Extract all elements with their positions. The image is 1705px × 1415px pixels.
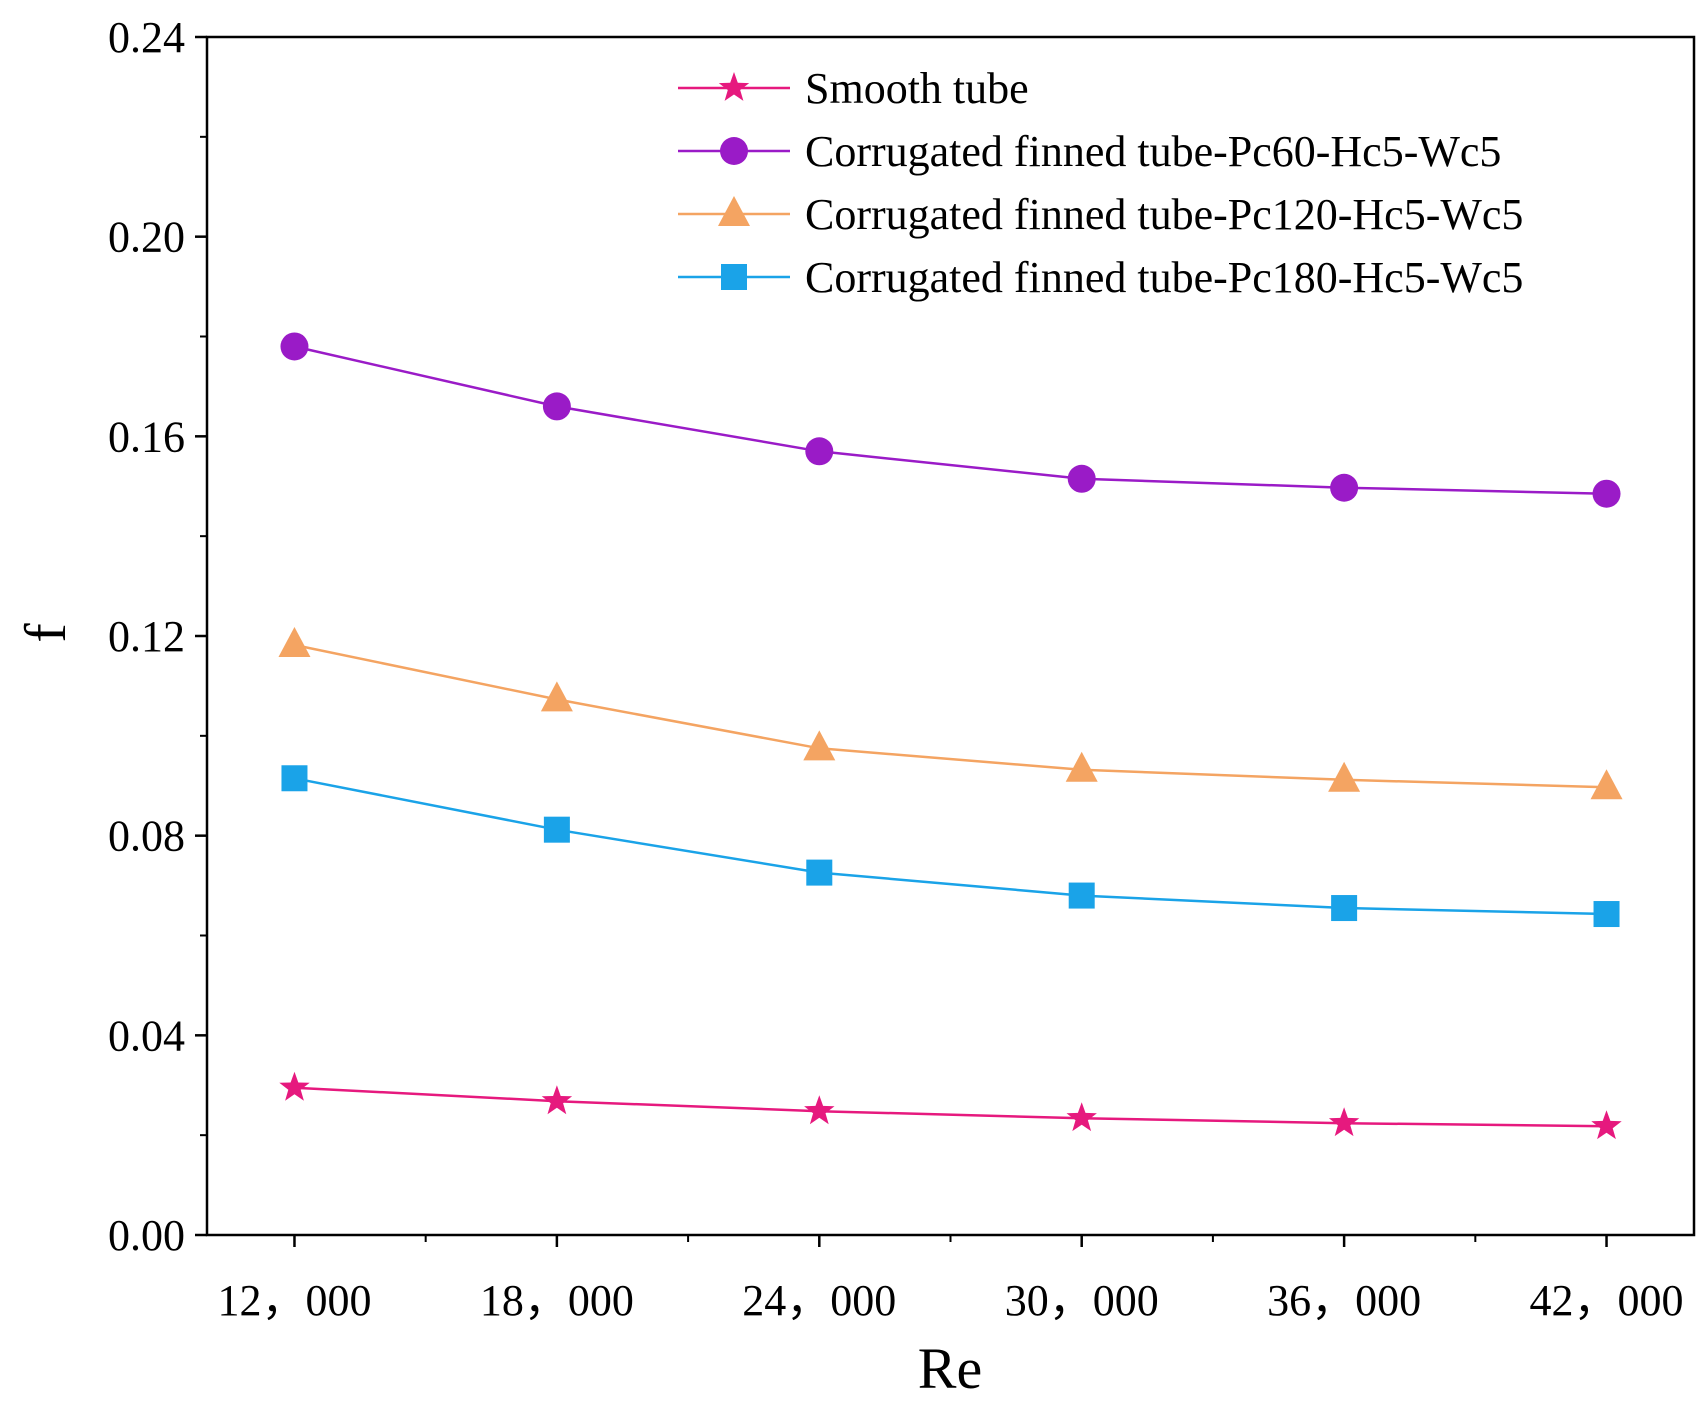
data-point-triangle — [540, 681, 573, 712]
legend-entry: Corrugated finned tube-Pc120-Hc5-Wc5 — [678, 190, 1523, 239]
legend-marker-triangle — [718, 196, 750, 226]
series-2 — [280, 332, 1621, 508]
data-point-star — [1328, 1107, 1360, 1137]
series-line — [294, 1086, 1607, 1128]
series-1 — [279, 1071, 1622, 1140]
legend-label: Corrugated finned tube-Pc180-Hc5-Wc5 — [805, 253, 1523, 302]
data-point-square — [1331, 895, 1358, 922]
legend-marker-star — [718, 72, 750, 101]
data-point-star — [541, 1085, 573, 1115]
data-point-square — [1593, 901, 1620, 928]
legend-marker-circle — [720, 137, 748, 165]
y-axis-title: f — [13, 623, 78, 643]
series-3 — [278, 626, 1623, 800]
data-point-circle — [1592, 479, 1621, 508]
data-point-circle — [280, 332, 309, 361]
ticks: 0.00 0.04 0.08 0.12 0.16 0.20 0.24 12，000 18，000… — [108, 13, 1684, 1325]
series-layer — [278, 332, 1623, 1140]
data-point-star — [1066, 1102, 1097, 1132]
data-point-triangle — [803, 730, 836, 761]
x-tick-label: 24，000 — [742, 1276, 896, 1325]
legend-label: Corrugated finned tube-Pc120-Hc5-Wc5 — [805, 190, 1523, 239]
y-tick-label: 0.04 — [108, 1011, 185, 1060]
legend-marker-square — [721, 264, 747, 290]
x-tick-label: 12，000 — [217, 1276, 371, 1325]
legend-label: Corrugated finned tube-Pc60-Hc5-Wc5 — [805, 127, 1501, 176]
data-point-triangle — [1590, 769, 1623, 800]
data-point-circle — [1067, 464, 1096, 493]
data-point-star — [804, 1095, 835, 1125]
y-tick-label: 0.16 — [108, 412, 185, 461]
legend-entry: Corrugated finned tube-Pc180-Hc5-Wc5 — [678, 253, 1523, 302]
legend: Smooth tube Corrugated finned tube-Pc60-H… — [678, 64, 1523, 302]
y-tick-label: 0.24 — [108, 13, 185, 62]
data-point-square — [806, 859, 833, 886]
data-point-circle — [1330, 473, 1359, 502]
series-line — [294, 777, 1607, 916]
legend-label: Smooth tube — [805, 64, 1029, 113]
legend-entry: Corrugated finned tube-Pc60-Hc5-Wc5 — [678, 127, 1501, 176]
x-tick-label: 42，000 — [1530, 1276, 1684, 1325]
data-point-star — [1591, 1110, 1622, 1140]
x-tick-label: 36，000 — [1267, 1276, 1421, 1325]
x-tick-label: 30，000 — [1005, 1276, 1159, 1325]
data-point-square — [281, 765, 308, 792]
legend-entry: Smooth tube — [678, 64, 1029, 113]
data-point-triangle — [278, 626, 311, 657]
data-point-square — [543, 816, 570, 843]
series-4 — [281, 765, 1620, 928]
data-point-circle — [805, 437, 834, 466]
y-tick-label: 0.08 — [108, 812, 185, 861]
data-point-triangle — [1065, 751, 1098, 782]
data-point-triangle — [1328, 761, 1361, 792]
x-axis-title: Re — [918, 1336, 982, 1401]
data-point-circle — [542, 392, 571, 421]
y-tick-label: 0.00 — [108, 1211, 185, 1260]
y-tick-label: 0.20 — [108, 213, 185, 262]
data-point-square — [1068, 882, 1095, 909]
series-line — [294, 643, 1607, 789]
series-line — [294, 345, 1607, 495]
x-tick-label: 18，000 — [480, 1276, 634, 1325]
y-tick-label: 0.12 — [108, 612, 185, 661]
data-point-star — [279, 1071, 310, 1101]
